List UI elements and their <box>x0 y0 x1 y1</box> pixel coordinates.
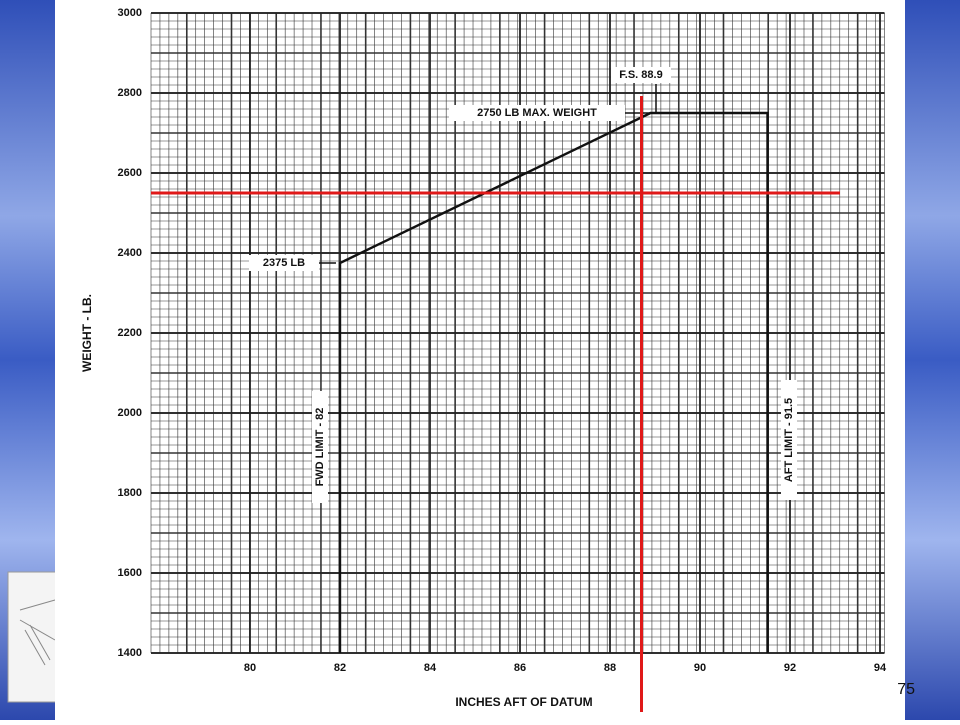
annotation: AFT LIMIT - 91.5 <box>783 398 795 482</box>
x-tick-label: 84 <box>424 662 437 674</box>
annotation-box <box>781 380 797 500</box>
x-tick-label: 92 <box>784 662 796 674</box>
x-tick-label: 90 <box>694 662 706 674</box>
y-tick-label: 2000 <box>118 407 142 419</box>
annotation-box <box>449 105 625 121</box>
y-tick-label: 2200 <box>118 327 142 339</box>
y-tick-label: 3000 <box>118 7 142 19</box>
annotation: FWD LIMIT - 82 <box>314 408 326 487</box>
y-tick-label: 2600 <box>118 167 142 179</box>
x-tick-label: 80 <box>244 662 256 674</box>
y-tick-label: 1800 <box>118 487 142 499</box>
annotation-box <box>312 391 328 503</box>
annotation: F.S. 88.9 <box>619 69 662 81</box>
x-tick-label: 88 <box>604 662 616 674</box>
x-tick-label: 86 <box>514 662 526 674</box>
x-tick-label: 82 <box>334 662 346 674</box>
x-axis-title: INCHES AFT OF DATUM <box>455 695 592 709</box>
y-axis-title: WEIGHT - LB. <box>80 294 94 372</box>
annotation-box <box>611 67 671 83</box>
y-tick-label: 1400 <box>118 647 142 659</box>
y-tick-label: 2400 <box>118 247 142 259</box>
page-number: 75 <box>897 681 915 698</box>
envelope-line <box>338 111 769 653</box>
annotation-box <box>249 255 319 271</box>
x-tick-label: 94 <box>874 662 887 674</box>
y-tick-label: 1600 <box>118 567 142 579</box>
y-tick-label: 2800 <box>118 87 142 99</box>
annotation: 2375 LB <box>263 257 305 269</box>
annotation: 2750 LB MAX. WEIGHT <box>477 107 597 119</box>
